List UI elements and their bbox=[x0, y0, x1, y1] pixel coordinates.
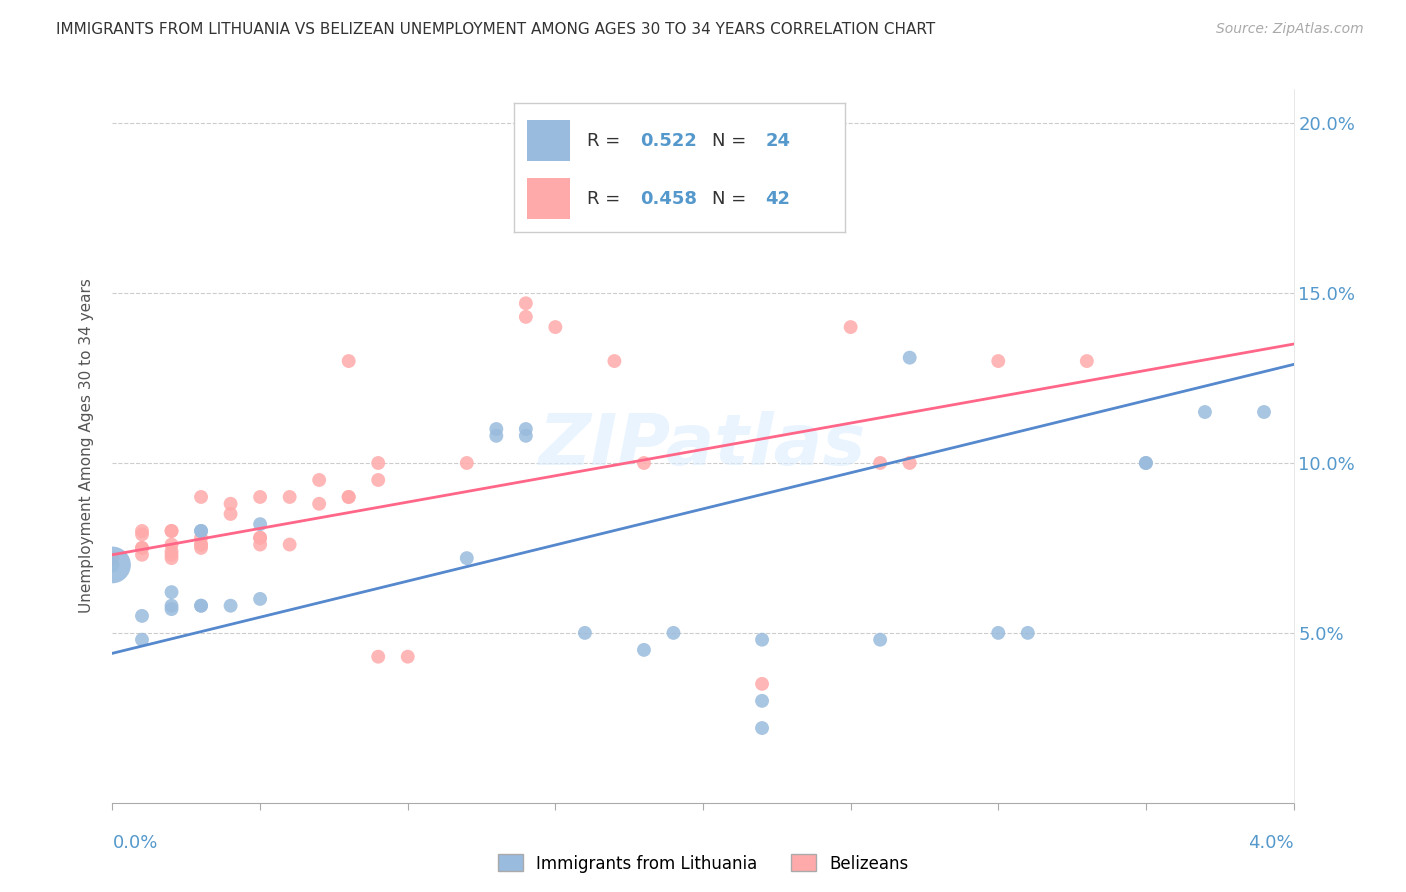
Point bbox=[869, 456, 891, 470]
Point bbox=[160, 544, 183, 558]
Point bbox=[278, 490, 301, 504]
Point bbox=[515, 422, 537, 436]
Point bbox=[574, 626, 596, 640]
Point bbox=[456, 551, 478, 566]
Point bbox=[662, 626, 685, 640]
Point bbox=[515, 310, 537, 324]
Point bbox=[367, 473, 389, 487]
Point bbox=[190, 599, 212, 613]
Point bbox=[131, 548, 153, 562]
Point bbox=[190, 531, 212, 545]
Point bbox=[485, 422, 508, 436]
Y-axis label: Unemployment Among Ages 30 to 34 years: Unemployment Among Ages 30 to 34 years bbox=[79, 278, 94, 614]
Point bbox=[337, 490, 360, 504]
Point bbox=[160, 599, 183, 613]
Point bbox=[1253, 405, 1275, 419]
Point bbox=[101, 551, 124, 566]
Point bbox=[987, 626, 1010, 640]
Point bbox=[131, 527, 153, 541]
Legend: Immigrants from Lithuania, Belizeans: Immigrants from Lithuania, Belizeans bbox=[491, 847, 915, 880]
Text: IMMIGRANTS FROM LITHUANIA VS BELIZEAN UNEMPLOYMENT AMONG AGES 30 TO 34 YEARS COR: IMMIGRANTS FROM LITHUANIA VS BELIZEAN UN… bbox=[56, 22, 935, 37]
Point bbox=[131, 541, 153, 555]
Point bbox=[898, 351, 921, 365]
Text: ZIPatlas: ZIPatlas bbox=[540, 411, 866, 481]
Point bbox=[337, 354, 360, 368]
Point bbox=[515, 296, 537, 310]
Point bbox=[249, 591, 271, 606]
Point bbox=[987, 354, 1010, 368]
Point bbox=[367, 649, 389, 664]
Text: Source: ZipAtlas.com: Source: ZipAtlas.com bbox=[1216, 22, 1364, 37]
Point bbox=[1135, 456, 1157, 470]
Point bbox=[456, 456, 478, 470]
Point bbox=[249, 517, 271, 532]
Point bbox=[544, 320, 567, 334]
Point bbox=[1194, 405, 1216, 419]
Point bbox=[692, 201, 714, 215]
Point bbox=[337, 490, 360, 504]
Point bbox=[1135, 456, 1157, 470]
Point bbox=[633, 643, 655, 657]
Text: 4.0%: 4.0% bbox=[1249, 834, 1294, 852]
Point bbox=[160, 537, 183, 551]
Point bbox=[131, 524, 153, 538]
Point bbox=[396, 649, 419, 664]
Text: 0.0%: 0.0% bbox=[112, 834, 157, 852]
Point bbox=[219, 599, 242, 613]
Point bbox=[160, 524, 183, 538]
Point bbox=[633, 456, 655, 470]
Point bbox=[249, 531, 271, 545]
Point bbox=[1017, 626, 1039, 640]
Point bbox=[249, 531, 271, 545]
Point bbox=[515, 429, 537, 443]
Point bbox=[219, 507, 242, 521]
Point bbox=[751, 694, 773, 708]
Point bbox=[751, 721, 773, 735]
Point bbox=[190, 537, 212, 551]
Point bbox=[101, 558, 124, 572]
Point bbox=[160, 551, 183, 566]
Point bbox=[190, 490, 212, 504]
Point bbox=[131, 632, 153, 647]
Point bbox=[101, 558, 124, 572]
Point bbox=[131, 608, 153, 623]
Point bbox=[898, 456, 921, 470]
Point bbox=[751, 632, 773, 647]
Point bbox=[869, 632, 891, 647]
Point bbox=[308, 497, 330, 511]
Point bbox=[308, 473, 330, 487]
Point bbox=[485, 429, 508, 443]
Point bbox=[160, 524, 183, 538]
Point bbox=[160, 602, 183, 616]
Point bbox=[190, 524, 212, 538]
Point bbox=[603, 354, 626, 368]
Point bbox=[190, 599, 212, 613]
Point bbox=[1076, 354, 1098, 368]
Point bbox=[190, 537, 212, 551]
Point bbox=[160, 548, 183, 562]
Point bbox=[367, 456, 389, 470]
Point bbox=[839, 320, 862, 334]
Point bbox=[131, 541, 153, 555]
Point bbox=[219, 497, 242, 511]
Point bbox=[249, 537, 271, 551]
Point bbox=[278, 537, 301, 551]
Point bbox=[190, 524, 212, 538]
Point bbox=[249, 490, 271, 504]
Point bbox=[751, 677, 773, 691]
Point bbox=[190, 541, 212, 555]
Point bbox=[160, 585, 183, 599]
